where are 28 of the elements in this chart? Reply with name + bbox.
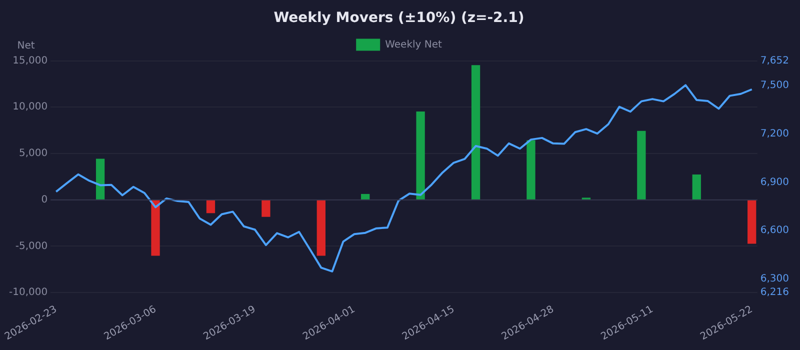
y2-tick-label: 6,900: [760, 176, 790, 188]
y-tick-label: -5,000: [15, 240, 48, 252]
bar: [416, 111, 425, 200]
y2-tick-label: 6,216: [760, 287, 790, 298]
bar: [316, 200, 326, 256]
y2-tick-label: 6,600: [760, 225, 790, 236]
y-tick-label: 15,000: [12, 55, 48, 66]
bar: [526, 140, 536, 200]
bar: [471, 65, 480, 200]
bar: [151, 200, 160, 256]
y2-tick-label: 7,652: [760, 55, 790, 66]
y-tick-label: 5,000: [18, 148, 48, 160]
legend-label: Weekly Net: [385, 39, 442, 50]
bar: [748, 200, 756, 244]
bar: [262, 200, 270, 217]
bar: [206, 200, 216, 214]
bar: [361, 194, 370, 200]
y-axis-title: Net: [17, 40, 35, 52]
bar: [637, 130, 646, 200]
y2-tick-label: 7,200: [760, 128, 790, 140]
bar: [692, 174, 701, 200]
y-tick-label: -10,000: [8, 287, 48, 298]
y2-tick-label: 6,300: [760, 274, 790, 285]
y2-tick-label: 7,500: [760, 80, 790, 91]
chart-title: Weekly Movers (±10%) (z=-2.1): [274, 10, 524, 26]
bar: [96, 158, 105, 200]
y-tick-label: 0: [41, 194, 48, 206]
y-tick-label: 10,000: [12, 102, 48, 113]
